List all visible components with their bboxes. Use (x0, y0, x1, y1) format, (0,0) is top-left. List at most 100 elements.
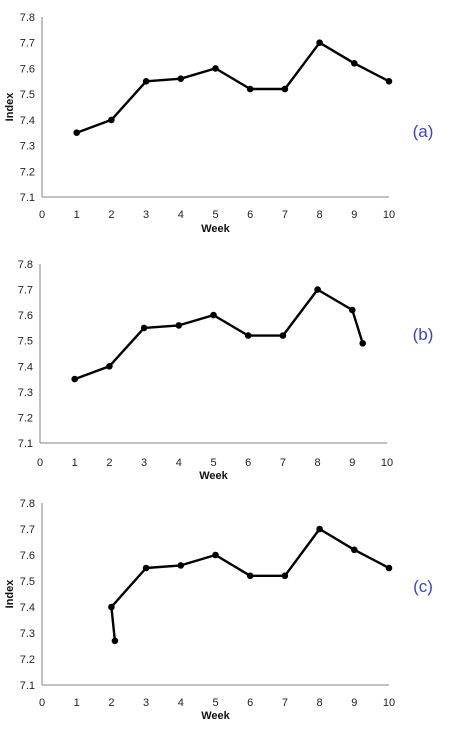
y-tick-label: 7.7 (20, 38, 35, 50)
x-tick-label: 6 (247, 209, 253, 221)
data-point (73, 129, 80, 136)
data-point (142, 564, 150, 572)
chart-panel-b: 7.1 7.2 7.3 7.4 7.5 7.6 7.7 7.8 0 1 2 3 4 5 6 7 8 9 10 Week… (18, 259, 434, 482)
y-tick-label: 7.1 (20, 192, 35, 204)
x-tick-label: 1 (74, 209, 80, 221)
data-point (140, 324, 148, 332)
series-line (110, 527, 390, 641)
x-tick-label: 0 (39, 209, 45, 221)
y-tick-label: 7.1 (20, 680, 35, 692)
y-tick-label: 7.5 (20, 89, 35, 101)
y-tick-label: 7.6 (20, 550, 35, 562)
x-tick-label: 7 (282, 209, 288, 221)
x-axis-title: Week (201, 710, 230, 722)
data-point (246, 85, 254, 93)
x-tick-label: 10 (383, 697, 395, 709)
data-point (385, 564, 393, 572)
data-point (279, 332, 287, 339)
x-tick-label: 8 (317, 697, 323, 709)
data-point (281, 572, 289, 580)
x-axis-title: Week (201, 223, 230, 235)
x-tick-label: 9 (351, 209, 357, 221)
x-tick-label: 3 (141, 457, 147, 469)
x-tick-label: 10 (383, 209, 395, 221)
data-point (281, 85, 289, 93)
x-tick-label: 6 (247, 697, 253, 709)
y-tick-label: 7.4 (18, 361, 33, 373)
x-tick-label: 9 (349, 457, 355, 469)
y-tick-label: 7.3 (20, 628, 35, 640)
panel-label-b: (b) (413, 325, 434, 344)
data-point (212, 65, 219, 72)
y-tick-label: 7.2 (18, 412, 33, 424)
series-line (74, 288, 364, 381)
x-tick-label: 6 (245, 457, 251, 469)
y-tick-label: 7.6 (20, 63, 35, 75)
y-tick-label: 7.6 (18, 310, 33, 322)
x-tick-label: 4 (178, 209, 184, 221)
x-tick-label: 10 (381, 457, 393, 469)
data-point (71, 375, 78, 383)
y-tick-label: 7.5 (18, 336, 33, 348)
y-tick-label: 7.4 (20, 115, 35, 127)
data-point (210, 311, 217, 319)
x-tick-label: 2 (106, 457, 112, 469)
data-point (212, 551, 219, 559)
y-tick-label: 7.8 (20, 498, 35, 510)
x-tick-label: 3 (143, 697, 149, 709)
data-point (351, 60, 358, 67)
data-point (177, 75, 185, 82)
data-point (359, 340, 367, 347)
x-tick-label: 5 (212, 697, 218, 709)
y-axis-title: Index (4, 92, 16, 122)
data-point (385, 78, 393, 85)
x-tick-label: 2 (108, 209, 114, 221)
y-tick-label: 7.3 (20, 141, 35, 153)
y-tick-label: 7.8 (18, 259, 33, 271)
x-tick-label: 0 (39, 697, 45, 709)
y-tick-label: 7.5 (20, 576, 35, 588)
y-tick-label: 7.1 (18, 438, 33, 450)
chart-panel-a: 7.1 7.2 7.3 7.4 7.5 7.6 7.7 7.8 0 1 2 3 4 5 6 7 8 9 10 Week… (4, 12, 433, 235)
data-point (316, 39, 323, 46)
y-axis-title: Index (4, 579, 16, 609)
x-tick-label: 4 (176, 457, 182, 469)
x-tick-label: 2 (108, 697, 114, 709)
x-tick-label: 3 (143, 209, 149, 221)
data-point (316, 525, 323, 533)
y-tick-label: 7.2 (20, 654, 35, 666)
data-point (106, 363, 113, 370)
x-tick-label: 1 (74, 697, 80, 709)
x-tick-label: 1 (72, 457, 78, 469)
data-point (314, 286, 321, 293)
x-tick-label: 7 (282, 697, 288, 709)
data-point (177, 562, 185, 569)
data-point (111, 637, 119, 645)
y-tick-label: 7.3 (18, 387, 33, 399)
x-tick-label: 0 (37, 457, 43, 469)
x-tick-label: 5 (212, 209, 218, 221)
data-point (108, 603, 115, 611)
x-tick-label: 7 (280, 457, 286, 469)
y-tick-label: 7.7 (18, 285, 33, 297)
chart-panel-c: 7.1 7.2 7.3 7.4 7.5 7.6 7.7 7.8 0 1 2 3 4 5 6 7 8 9 10 Week… (4, 498, 433, 722)
y-tick-label: 7.4 (20, 602, 35, 614)
panel-label-a: (a) (413, 122, 434, 141)
data-point (351, 546, 358, 554)
x-tick-label: 4 (178, 697, 184, 709)
data-point (108, 116, 115, 124)
data-point (244, 332, 252, 339)
y-tick-label: 7.8 (20, 12, 35, 24)
y-tick-label: 7.2 (20, 166, 35, 178)
data-point (175, 322, 183, 329)
series-line (76, 41, 390, 134)
data-point (142, 78, 150, 85)
x-tick-label: 8 (317, 209, 323, 221)
data-point (246, 572, 254, 580)
y-tick-label: 7.7 (20, 524, 35, 536)
data-point (349, 306, 356, 314)
x-tick-label: 9 (351, 697, 357, 709)
panel-label-c: (c) (413, 577, 433, 596)
